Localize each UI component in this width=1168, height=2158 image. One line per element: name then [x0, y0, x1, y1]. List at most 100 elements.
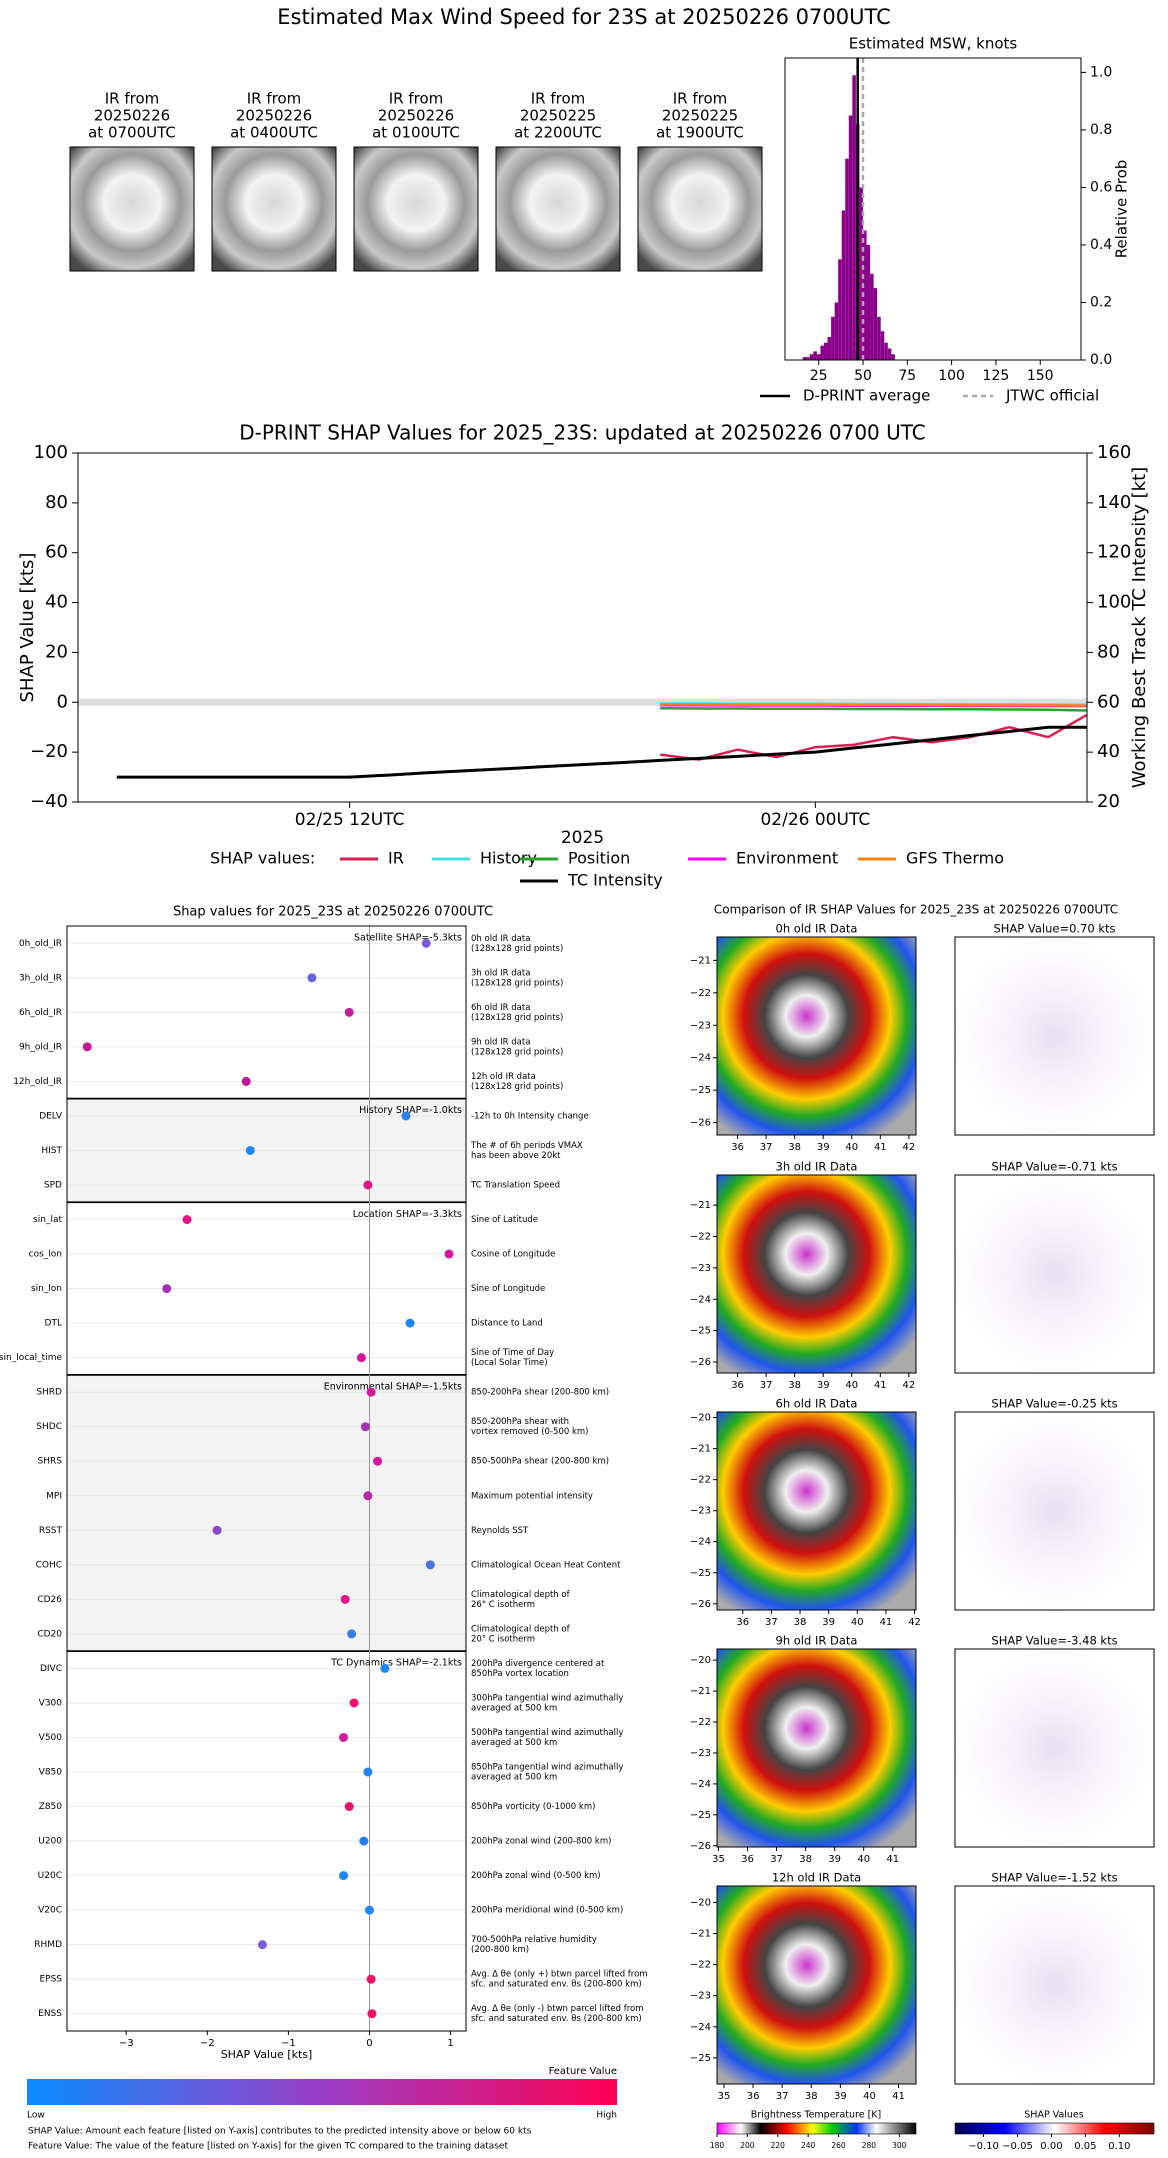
- feature-description: 3h old IR data: [471, 968, 530, 978]
- x-tick-label: 41: [874, 1380, 887, 1391]
- y-tick-label: −25: [690, 1810, 711, 1821]
- thumbnail-label: at 1900UTC: [656, 124, 744, 142]
- group-label: TC Dynamics SHAP=-2.1kts: [330, 1658, 462, 1669]
- ir-thumbnail: [69, 146, 195, 272]
- ir-image-title: 12h old IR Data: [772, 1871, 861, 1885]
- thumbnail-label: at 0400UTC: [230, 124, 318, 142]
- group-label: History SHAP=-1.0kts: [359, 1105, 462, 1116]
- x-axis-label: SHAP Value [kts]: [221, 2048, 313, 2061]
- colorbar-tick-label: 260: [831, 2141, 846, 2150]
- x-tick-label: 150: [1027, 368, 1054, 384]
- y-tick-label: −20: [690, 1897, 711, 1908]
- shap-dot: [360, 1422, 370, 1432]
- y-tick-label: 0.8: [1090, 122, 1112, 138]
- shap-image: [954, 1411, 1155, 1611]
- shap-dot: [307, 973, 317, 983]
- shap-image: [954, 1648, 1155, 1848]
- feature-name: MPI: [46, 1491, 62, 1501]
- feature-description: 200hPa meridional wind (0-500 km): [471, 1906, 623, 1916]
- colorbar-low: Low: [27, 2111, 45, 2121]
- y2-axis-label: Working Best Track TC Intensity [kt]: [1129, 467, 1150, 788]
- feature-description: 26° C isotherm: [471, 1600, 535, 1610]
- shap-dot: [241, 1076, 251, 1086]
- x-tick-label: 38: [788, 1380, 801, 1391]
- histogram-bar: [806, 357, 810, 360]
- feature-name: ENSS: [38, 2009, 62, 2019]
- y-tick-label: 0.4: [1090, 237, 1112, 253]
- group-shade: [67, 1374, 466, 1652]
- feature-name: EPSS: [39, 1975, 62, 1985]
- feature-description: averaged at 500 km: [471, 1773, 557, 1783]
- shap-dot: [405, 1318, 415, 1328]
- legend-label: JTWC official: [1005, 387, 1099, 405]
- ir-image-title: 6h old IR Data: [776, 1397, 858, 1411]
- x-tick-label: 37: [765, 1617, 778, 1628]
- x-tick-label: 41: [874, 1142, 887, 1153]
- feature-description: sfc. and saturated env. θs (200-800 km): [471, 1980, 642, 1990]
- x-tick-label: 40: [863, 2091, 876, 2102]
- y2-tick-label: 60: [1097, 691, 1120, 712]
- feature-description: vortex removed (0-500 km): [471, 1427, 588, 1437]
- feature-name: V850: [39, 1768, 63, 1778]
- panel-title: Comparison of IR SHAP Values for 2025_23…: [714, 903, 1118, 917]
- feature-description: Climatological Ocean Heat Content: [471, 1560, 621, 1570]
- thumbnail-label: IR from: [105, 90, 160, 108]
- x-tick-label: 38: [788, 1142, 801, 1153]
- shap-dot: [162, 1284, 172, 1294]
- thumbnail-label: at 0700UTC: [88, 124, 176, 142]
- y2-tick-label: 140: [1097, 492, 1131, 513]
- legend-label: IR: [388, 849, 404, 868]
- x-tick-label: 40: [851, 1617, 864, 1628]
- histogram-bar: [848, 115, 853, 361]
- shap-image-title: SHAP Value=0.70 kts: [993, 922, 1115, 936]
- shap-dot: [363, 1491, 373, 1501]
- feature-description: 200hPa zonal wind (200-800 km): [471, 1837, 611, 1847]
- y-tick-label: −21: [690, 955, 711, 966]
- shap-dot: [380, 1663, 390, 1673]
- feature-name: SHRD: [36, 1388, 62, 1398]
- colorbar: [716, 2122, 917, 2135]
- x-tick-label: 36: [747, 2091, 760, 2102]
- plot-frame: [77, 452, 1088, 803]
- series-line: [116, 725, 1087, 779]
- x-tick-label: −1: [281, 2038, 296, 2049]
- shap-image: [954, 1885, 1155, 2085]
- colorbar-tick-label: 0.00: [1040, 2141, 1062, 2152]
- y-tick-label: −40: [30, 791, 68, 812]
- feature-description: Climatological depth of: [471, 1624, 571, 1634]
- feature-name: sin_lon: [31, 1284, 62, 1294]
- shap-dot: [401, 1111, 411, 1121]
- colorbar: [954, 2122, 1155, 2135]
- shap-dot: [245, 1145, 255, 1155]
- chart-title: Estimated MSW, knots: [849, 35, 1018, 53]
- feature-name: U200: [38, 1837, 62, 1847]
- feature-description: 200hPa zonal wind (0-500 km): [471, 1871, 601, 1881]
- shap-image: [954, 1174, 1155, 1374]
- shap-dot: [339, 1732, 349, 1742]
- feature-name: DTL: [45, 1319, 62, 1329]
- feature-name: DIVC: [40, 1664, 62, 1674]
- shap-dot: [421, 938, 431, 948]
- colorbar-tick-label: 220: [771, 2141, 786, 2150]
- histogram-bar: [827, 336, 832, 360]
- feature-colorbar: [27, 2079, 617, 2105]
- shap-dot: [347, 1629, 357, 1639]
- x-tick-label: 1: [447, 2038, 453, 2049]
- histogram-bar: [809, 354, 814, 360]
- x-tick-label: 50: [854, 368, 872, 384]
- y2-tick-label: 100: [1097, 592, 1131, 613]
- feature-name: COHC: [36, 1560, 62, 1570]
- y-tick-label: −26: [690, 1841, 711, 1852]
- feature-description: averaged at 500 km: [471, 1703, 557, 1713]
- group-label: Environmental SHAP=-1.5kts: [324, 1381, 462, 1392]
- x-tick-label: 36: [741, 1854, 754, 1865]
- x-tick-label: 36: [736, 1617, 749, 1628]
- histogram-bar: [859, 187, 863, 360]
- x-tick-label: 41: [886, 1854, 899, 1865]
- shap-dot: [425, 1560, 435, 1570]
- feature-name: RSST: [39, 1526, 63, 1536]
- shap-dot: [340, 1594, 350, 1604]
- feature-description: 12h old IR data: [471, 1072, 536, 1082]
- feature-name: SPD: [44, 1180, 62, 1190]
